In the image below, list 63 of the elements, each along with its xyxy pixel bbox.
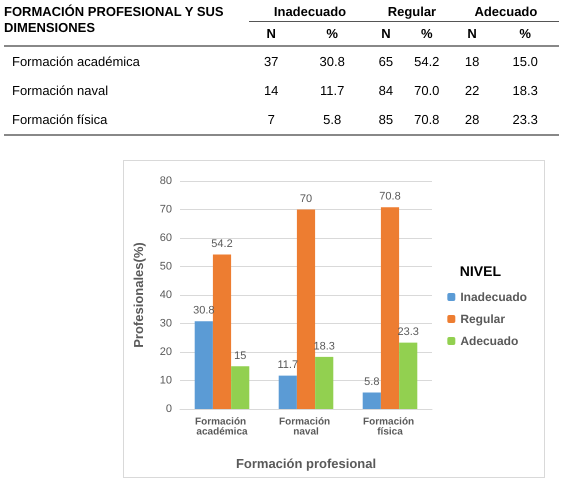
legend-title: NIVEL (460, 263, 502, 279)
bar (296, 210, 316, 409)
data-label: 70.8 (379, 190, 401, 203)
data-label: 15.0 (512, 53, 539, 71)
data-label: 7 (249, 105, 294, 135)
legend-label: Inadecuado (460, 290, 528, 304)
data-label: 70.0 (413, 82, 440, 100)
bar (362, 392, 381, 409)
bar (315, 356, 334, 409)
data-label: 5.8 (293, 105, 372, 135)
data-label: 18 (464, 53, 480, 71)
data-label: 14 (262, 82, 280, 100)
data-label: 18.3 (512, 82, 539, 100)
data-label: 23.3 (491, 105, 559, 135)
legend-label: Adecuado (460, 334, 518, 348)
data-label: 15 (234, 350, 246, 362)
bar (212, 254, 232, 409)
category-label: Formación naval (11, 82, 110, 100)
data-label: 84 (378, 82, 394, 100)
data-label: 30.8 (318, 53, 346, 71)
data-label: 54.2 (211, 238, 233, 250)
data-label: 70 (300, 193, 312, 205)
legend-label: Regular (460, 312, 506, 326)
y-tick-label: 0 (166, 403, 172, 415)
y-tick-label: 30 (160, 318, 172, 330)
text: N (371, 22, 401, 46)
y-axis-title: Profesionales(%) (131, 242, 146, 348)
bar (194, 321, 213, 409)
y-tick-label: 70 (160, 204, 172, 216)
text: % (491, 22, 559, 46)
text: % (293, 22, 372, 46)
text: FORMACIÓN PROFESIONAL Y SUS DIMENSIONES (4, 2, 249, 46)
bar (399, 342, 418, 409)
text: N (249, 22, 294, 46)
bar (231, 366, 250, 409)
data-label: 37 (262, 53, 280, 71)
data-label: 65 (378, 53, 394, 71)
data-label: 54.2 (413, 53, 440, 71)
text: Adecuado (452, 2, 559, 22)
data-label: 11.7 (319, 82, 346, 100)
text: % (400, 22, 453, 46)
y-tick-label: 80 (160, 175, 172, 187)
y-tick-label: 10 (160, 374, 172, 386)
text: Regular (371, 2, 453, 22)
y-tick-label: 20 (160, 346, 172, 358)
bar (380, 207, 400, 409)
category-label: Formación académica (11, 53, 141, 71)
x-axis-title: Formación profesional (236, 456, 376, 471)
data-label: 70.8 (400, 105, 453, 135)
data-label: 5.8 (364, 376, 380, 388)
data-label: 22 (464, 82, 480, 100)
x-tick-label: Formación física (363, 416, 417, 438)
y-tick-label: 60 (160, 232, 172, 244)
x-tick-label: Formación naval (279, 416, 333, 438)
text: Inadecuado (249, 2, 372, 22)
y-tick-label: 40 (160, 289, 172, 301)
data-label: 85 (371, 105, 401, 135)
category-label: Formación física (4, 105, 249, 135)
y-tick-label: 50 (160, 260, 172, 272)
data-label: 28 (452, 105, 492, 135)
text: N (452, 22, 492, 46)
x-tick-label: Formación académica (195, 416, 249, 438)
bar (278, 376, 297, 409)
